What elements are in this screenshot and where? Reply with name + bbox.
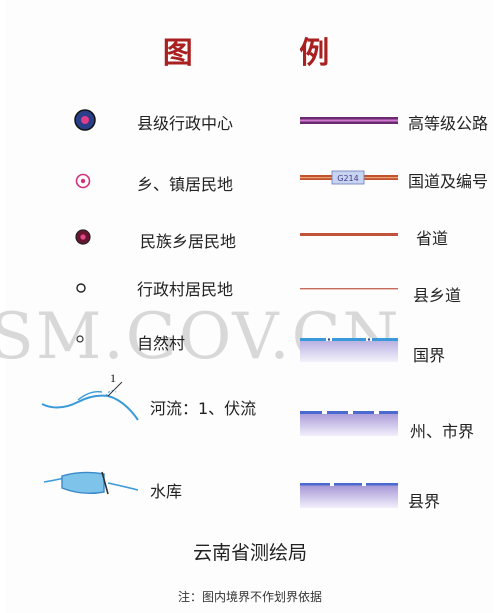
provincial-road-icon	[300, 233, 398, 236]
legend-label-natural-village: 自然村	[137, 334, 186, 353]
national-road-icon: G214	[300, 170, 398, 185]
natural-village-icon	[76, 335, 84, 343]
county-boundary-icon	[300, 483, 398, 508]
admin-village-icon	[76, 283, 86, 293]
county-seat-icon	[74, 109, 96, 131]
legend-label-provincial-road: 省道	[416, 229, 449, 248]
publisher-name: 云南省测绘局	[192, 542, 307, 564]
expressway-line-icon	[300, 117, 398, 124]
legend-label-national-boundary: 国界	[413, 346, 446, 365]
legend-label-township: 乡、镇居民地	[137, 175, 234, 194]
national-boundary-icon	[300, 338, 398, 362]
township-icon	[75, 173, 91, 189]
boundary-disclaimer: 注：图内境界不作划界依据	[177, 590, 322, 604]
legend-label-county-boundary: 县界	[408, 492, 441, 511]
legend-label-county-road: 县乡道	[413, 286, 462, 305]
ethnic-township-icon	[75, 229, 91, 245]
legend-label-ethnic-township: 民族乡居民地	[140, 232, 237, 251]
route-number-badge: G214	[337, 174, 358, 183]
legend-panel	[6, 0, 494, 613]
legend-label-river: 河流：1、伏流	[150, 399, 257, 418]
legend-label-admin-village: 行政村居民地	[137, 280, 234, 299]
river-marker-text: 1	[110, 372, 116, 385]
county-road-icon	[300, 288, 398, 290]
legend-label-expressway: 高等级公路	[408, 114, 489, 133]
reservoir-icon	[43, 471, 139, 495]
legend-label-reservoir: 水库	[150, 482, 183, 501]
legend-label-national-road: 国道及编号	[408, 172, 489, 191]
legend-label-prefecture-boundary: 州、市界	[410, 422, 475, 441]
legend-title: 图 例	[162, 36, 378, 71]
prefecture-boundary-icon	[300, 411, 398, 436]
legend-label-county-seat: 县级行政中心	[137, 114, 234, 133]
river-icon: 1	[41, 372, 139, 421]
